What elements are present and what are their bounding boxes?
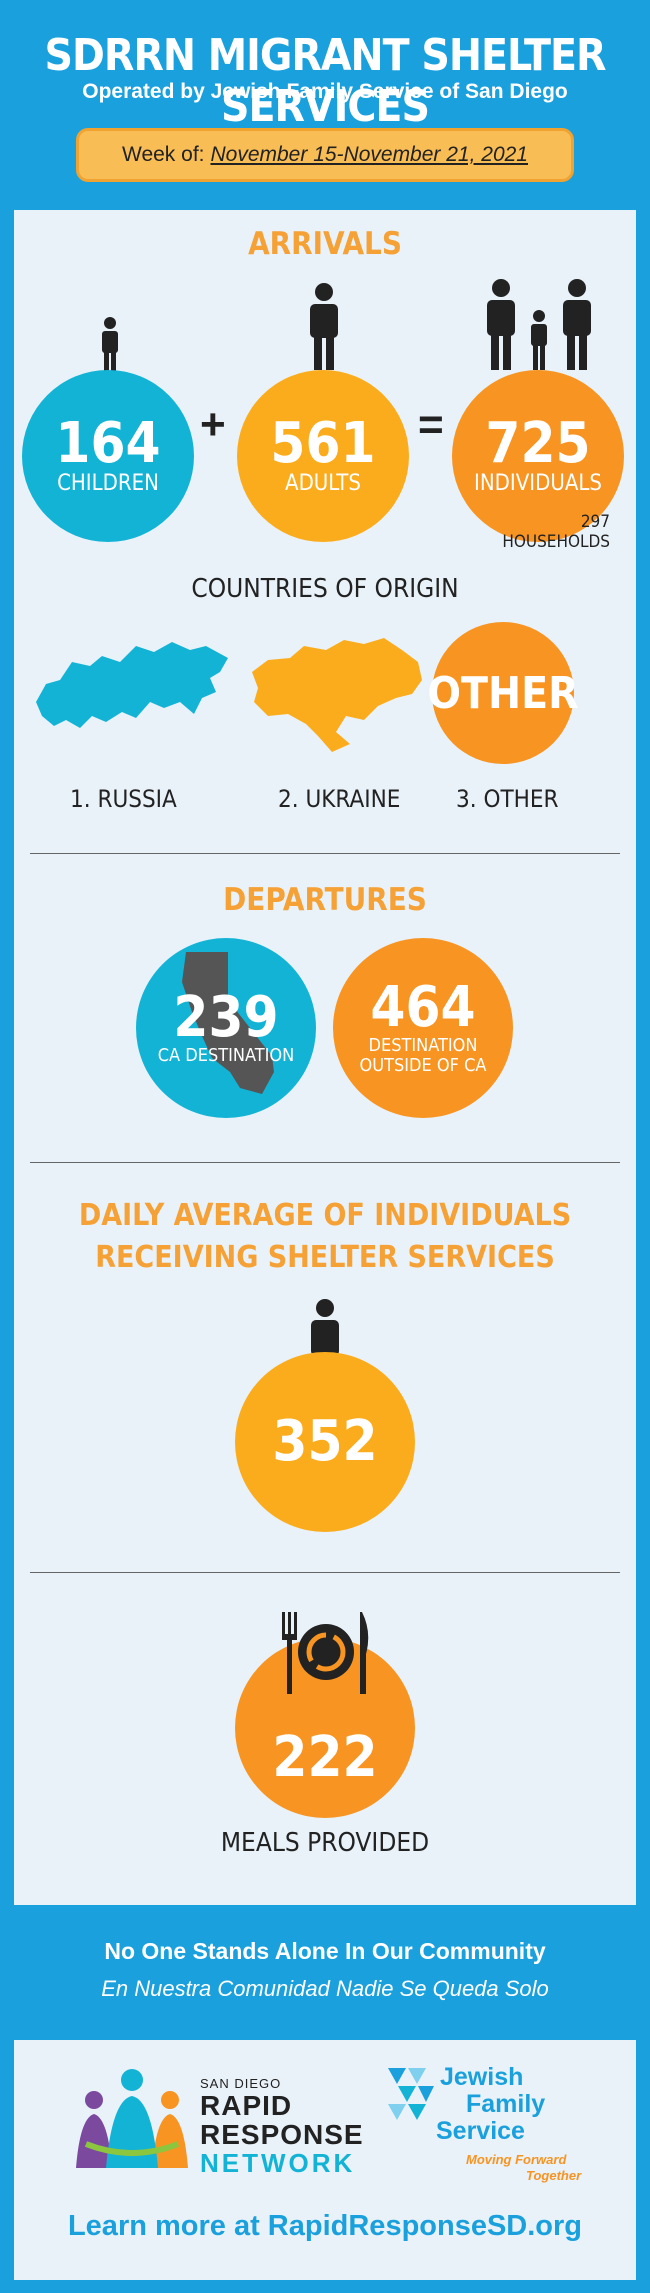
departures-heading: DEPARTURES	[223, 882, 427, 918]
equals-sign: =	[418, 400, 444, 449]
country-russia: 1. RUSSIA	[70, 785, 177, 813]
daily-heading-line1: DAILY AVERAGE OF INDIVIDUALS	[78, 1198, 572, 1233]
jfs-service: Service	[436, 2117, 525, 2145]
children-label: CHILDREN	[57, 470, 159, 496]
adults-count: 561	[270, 410, 376, 476]
learn-more-link[interactable]: Learn more at RapidResponseSD.org	[67, 2210, 583, 2242]
week-label: Week of:	[122, 143, 205, 166]
countries-heading: COUNTRIES OF ORIGIN	[191, 574, 459, 604]
ca-count: 239	[173, 985, 279, 1051]
footer-tagline-spanish: En Nuestra Comunidad Nadie Se Queda Solo	[101, 1976, 549, 2001]
sdrrn-san-diego: SAN DIEGO	[200, 2076, 282, 2091]
adults-circle: 561 ADULTS	[237, 370, 409, 542]
meals-label: MEALS PROVIDED	[220, 1828, 430, 1858]
family-icon	[487, 279, 591, 370]
daily-count: 352	[272, 1409, 378, 1474]
outside-ca-circle: 464 DESTINATION OUTSIDE OF CA	[333, 938, 513, 1118]
households-count: 297 HOUSEHOLDS	[502, 512, 610, 552]
country-ukraine: 2. UKRAINE	[278, 785, 401, 813]
outside-count: 464	[370, 975, 476, 1041]
child-icon	[102, 317, 118, 371]
footer-tagline: No One Stands Alone In Our Community	[104, 1938, 546, 1964]
individuals-circle: 725 INDIVIDUALS	[452, 370, 624, 542]
ukraine-map-icon	[252, 638, 422, 752]
page-title: SDRRN MIGRANT SHELTER SERVICES	[44, 30, 606, 132]
russia-map-icon	[36, 642, 228, 728]
jfs-jewish: Jewish	[440, 2063, 524, 2091]
individuals-label: INDIVIDUALS	[474, 470, 602, 496]
children-circle: 164 CHILDREN	[22, 370, 194, 542]
plus-sign: +	[200, 400, 226, 449]
sdrrn-response: RESPONSE	[200, 2119, 364, 2150]
daily-heading-line2: RECEIVING SHELTER SERVICES	[95, 1240, 555, 1275]
rapid-response-network-logo-icon	[76, 2069, 188, 2168]
outside-label: DESTINATION OUTSIDE OF CA	[359, 1035, 487, 1076]
california-map-icon	[182, 952, 274, 1094]
section-divider	[30, 853, 620, 854]
ca-destination-circle: 239 CA DESTINATION	[136, 938, 316, 1118]
other-badge: OTHER	[427, 667, 579, 719]
jewish-family-service-logo-icon	[388, 2068, 434, 2120]
adults-label: ADULTS	[285, 470, 361, 496]
daily-average-circle: 352	[235, 1352, 415, 1532]
meals-count: 222	[272, 1725, 378, 1790]
jfs-tagline-1: Moving Forward	[466, 2152, 567, 2167]
arrivals-heading: ARRIVALS	[248, 226, 402, 262]
country-other: 3. OTHER	[456, 785, 559, 813]
week-banner: Week of: November 15-November 21, 2021	[76, 128, 574, 182]
week-dates: November 15-November 21, 2021	[210, 143, 528, 166]
sdrrn-rapid: RAPID	[200, 2090, 293, 2121]
children-count: 164	[55, 410, 161, 476]
ca-label: CA DESTINATION	[157, 1045, 295, 1067]
adult-icon	[310, 283, 338, 370]
plate-cutlery-icon	[282, 1612, 369, 1694]
section-divider	[30, 1162, 620, 1163]
section-divider	[30, 1572, 620, 1573]
individuals-count: 725	[485, 410, 591, 476]
jfs-family: Family	[466, 2090, 546, 2118]
sdrrn-network: NETWORK	[200, 2148, 356, 2178]
page-subtitle: Operated by Jewish Family Service of San…	[82, 80, 568, 103]
other-country-circle: OTHER	[427, 622, 579, 764]
jfs-tagline-2: Together	[526, 2168, 582, 2183]
